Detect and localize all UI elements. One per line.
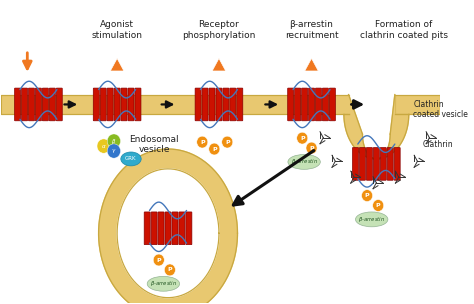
Circle shape <box>197 136 208 148</box>
FancyBboxPatch shape <box>295 88 301 121</box>
FancyBboxPatch shape <box>359 147 365 180</box>
FancyBboxPatch shape <box>179 212 185 245</box>
Text: P: P <box>225 140 229 145</box>
Text: P: P <box>168 268 172 272</box>
Text: P: P <box>365 193 369 198</box>
FancyBboxPatch shape <box>165 212 171 245</box>
Bar <box>1 95 348 114</box>
Text: $\beta$-arrestin: $\beta$-arrestin <box>291 157 318 166</box>
Circle shape <box>153 254 164 266</box>
Text: Clathrin: Clathrin <box>423 140 453 149</box>
FancyBboxPatch shape <box>329 88 336 121</box>
FancyBboxPatch shape <box>374 147 379 180</box>
Text: P: P <box>376 203 381 208</box>
Ellipse shape <box>356 212 388 227</box>
Circle shape <box>107 134 120 148</box>
FancyBboxPatch shape <box>322 88 328 121</box>
Text: Agonist
stimulation: Agonist stimulation <box>91 20 143 40</box>
FancyBboxPatch shape <box>172 212 178 245</box>
Text: GRK: GRK <box>125 157 137 161</box>
FancyBboxPatch shape <box>15 88 20 121</box>
Circle shape <box>306 142 317 154</box>
FancyBboxPatch shape <box>223 88 229 121</box>
FancyBboxPatch shape <box>114 88 120 121</box>
Text: P: P <box>300 136 305 141</box>
FancyBboxPatch shape <box>209 88 215 121</box>
Polygon shape <box>344 114 409 159</box>
Ellipse shape <box>147 276 180 291</box>
Text: $\beta$-arrestin: $\beta$-arrestin <box>150 279 177 288</box>
Text: $\beta$-arrestin: $\beta$-arrestin <box>358 215 385 224</box>
Text: β-arrestin
recruitment: β-arrestin recruitment <box>285 20 338 40</box>
Text: Clathrin
coated vesicle: Clathrin coated vesicle <box>413 100 468 119</box>
FancyBboxPatch shape <box>21 88 27 121</box>
Circle shape <box>97 139 110 153</box>
FancyBboxPatch shape <box>195 88 201 121</box>
FancyBboxPatch shape <box>144 212 150 245</box>
Text: $\alpha$: $\alpha$ <box>101 143 107 150</box>
Circle shape <box>297 132 308 144</box>
FancyBboxPatch shape <box>216 88 222 121</box>
Polygon shape <box>117 169 219 298</box>
Bar <box>395 95 440 114</box>
FancyBboxPatch shape <box>107 88 113 121</box>
FancyBboxPatch shape <box>121 88 127 121</box>
FancyBboxPatch shape <box>158 212 164 245</box>
Polygon shape <box>344 95 363 134</box>
FancyBboxPatch shape <box>186 212 192 245</box>
FancyBboxPatch shape <box>42 88 48 121</box>
FancyBboxPatch shape <box>56 88 62 121</box>
FancyBboxPatch shape <box>151 212 157 245</box>
Circle shape <box>222 136 233 148</box>
FancyBboxPatch shape <box>28 88 35 121</box>
Circle shape <box>362 190 373 202</box>
Circle shape <box>209 143 220 155</box>
FancyBboxPatch shape <box>100 88 106 121</box>
FancyBboxPatch shape <box>394 147 400 180</box>
Text: P: P <box>156 257 161 263</box>
FancyBboxPatch shape <box>366 147 373 180</box>
FancyBboxPatch shape <box>128 88 134 121</box>
FancyBboxPatch shape <box>237 88 243 121</box>
Circle shape <box>164 264 175 276</box>
Circle shape <box>107 144 120 158</box>
FancyBboxPatch shape <box>93 88 99 121</box>
Ellipse shape <box>288 154 320 169</box>
Polygon shape <box>390 95 409 134</box>
Ellipse shape <box>121 152 141 166</box>
FancyBboxPatch shape <box>301 88 308 121</box>
Text: P: P <box>309 146 314 150</box>
FancyBboxPatch shape <box>380 147 386 180</box>
FancyBboxPatch shape <box>230 88 236 121</box>
Text: P: P <box>212 147 217 151</box>
FancyBboxPatch shape <box>36 88 41 121</box>
Text: $\gamma$: $\gamma$ <box>111 147 117 155</box>
FancyBboxPatch shape <box>288 88 294 121</box>
Text: Receptor
phosphorylation: Receptor phosphorylation <box>182 20 255 40</box>
Text: Formation of
clathrin coated pits: Formation of clathrin coated pits <box>360 20 448 40</box>
FancyBboxPatch shape <box>316 88 321 121</box>
FancyBboxPatch shape <box>135 88 141 121</box>
Text: Endosomal
vesicle: Endosomal vesicle <box>129 135 179 154</box>
Text: $\beta$: $\beta$ <box>111 136 117 146</box>
FancyBboxPatch shape <box>309 88 315 121</box>
Polygon shape <box>99 149 237 304</box>
FancyBboxPatch shape <box>353 147 358 180</box>
FancyBboxPatch shape <box>387 147 393 180</box>
Text: P: P <box>200 140 205 145</box>
FancyBboxPatch shape <box>202 88 208 121</box>
FancyBboxPatch shape <box>49 88 55 121</box>
Circle shape <box>373 199 384 212</box>
